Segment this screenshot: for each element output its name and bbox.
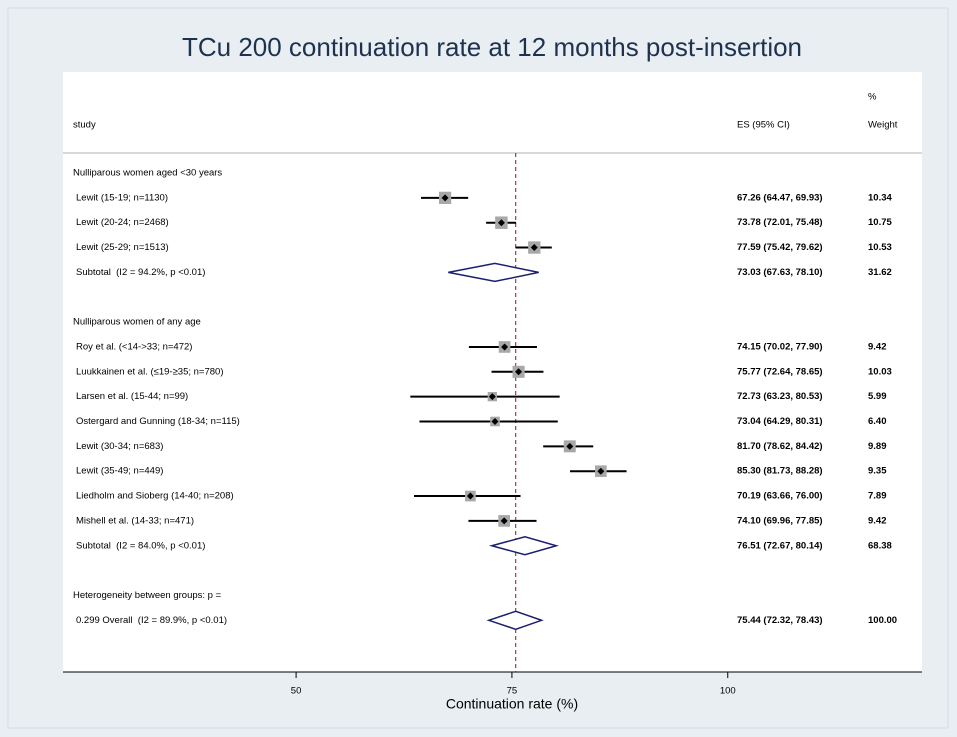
point-estimate — [597, 467, 605, 475]
chart-title: TCu 200 continuation rate at 12 months p… — [182, 32, 802, 62]
study-label: Roy et al. (<14->33; n=472) — [76, 341, 192, 352]
study-label: Lewit (25-29; n=1513) — [76, 242, 169, 253]
subtotal-diamond — [488, 535, 560, 556]
point-estimate — [501, 343, 509, 351]
es-label: 67.26 (64.47, 69.93) — [737, 192, 823, 203]
subtotal-label: Subtotal (I2 = 84.0%, p <0.01) — [76, 540, 205, 551]
study-header: study — [73, 120, 96, 131]
es-label: 70.19 (63.66, 76.00) — [737, 491, 823, 502]
weight-label: 10.75 — [868, 217, 892, 228]
weight-label: 9.42 — [868, 341, 887, 352]
weight-label: 10.03 — [868, 366, 892, 377]
subtotal-diamond — [448, 262, 539, 283]
weight-label: 9.89 — [868, 441, 887, 452]
point-estimate — [441, 194, 449, 202]
point-estimate — [466, 492, 474, 500]
study-label: Lewit (20-24; n=2468) — [76, 217, 169, 228]
x-tick-label: 100 — [720, 686, 736, 697]
study-label: Ostergard and Gunning (18-34; n=115) — [76, 416, 240, 427]
weight-label: 10.34 — [868, 192, 892, 203]
study-label: Liedholm and Sioberg (14-40; n=208) — [76, 491, 234, 502]
es-label: 77.59 (75.42, 79.62) — [737, 242, 823, 253]
es-label: 76.51 (72.67, 80.14) — [737, 540, 823, 551]
x-tick-label: 75 — [507, 686, 518, 697]
group-header: Nulliparous women of any age — [73, 317, 201, 328]
weight-label: 31.62 — [868, 267, 892, 278]
point-estimate — [497, 219, 505, 227]
point-estimate — [530, 244, 538, 252]
es-label: 73.78 (72.01, 75.48) — [737, 217, 823, 228]
study-label: Lewit (30-34; n=683) — [76, 441, 163, 452]
weight-label: 9.35 — [868, 466, 887, 477]
point-estimate — [515, 368, 523, 376]
es-label: 73.03 (67.63, 78.10) — [737, 267, 823, 278]
es-header: ES (95% CI) — [737, 120, 790, 131]
study-label: Larsen et al. (15-44; n=99) — [76, 391, 188, 402]
es-label: 72.73 (63.23, 80.53) — [737, 391, 823, 402]
weight-label: 5.99 — [868, 391, 887, 402]
group-header: Nulliparous women aged <30 years — [73, 168, 222, 179]
es-label: 75.44 (72.32, 78.43) — [737, 615, 823, 626]
overall-label: 0.299 Overall (I2 = 89.9%, p <0.01) — [76, 615, 227, 626]
point-estimate — [566, 442, 574, 450]
es-label: 85.30 (81.73, 88.28) — [737, 466, 823, 477]
weight-label: 6.40 — [868, 416, 887, 427]
point-estimate — [491, 418, 499, 425]
es-label: 81.70 (78.62, 84.42) — [737, 441, 823, 452]
weight-label: 9.42 — [868, 515, 887, 526]
es-label: 74.15 (70.02, 77.90) — [737, 341, 823, 352]
weight-label: 10.53 — [868, 242, 892, 253]
weight-header: Weight — [868, 120, 898, 131]
es-label: 73.04 (64.29, 80.31) — [737, 416, 823, 427]
weight-label: 100.00 — [868, 615, 897, 626]
point-estimate — [488, 393, 496, 401]
weight-label: 7.89 — [868, 491, 887, 502]
study-label: Luukkainen et al. (≤19-≥35; n=780) — [76, 366, 223, 377]
weight-header-top: % — [868, 92, 877, 103]
weight-label: 68.38 — [868, 540, 892, 551]
es-label: 75.77 (72.64, 78.65) — [737, 366, 823, 377]
overall-diamond — [486, 610, 544, 631]
subtotal-label: Subtotal (I2 = 94.2%, p <0.01) — [76, 267, 205, 278]
study-label: Mishell et al. (14-33; n=471) — [76, 515, 194, 526]
x-tick-label: 50 — [291, 686, 302, 697]
x-axis-label: Continuation rate (%) — [446, 696, 578, 712]
study-label: Lewit (35-49; n=449) — [76, 466, 163, 477]
es-label: 74.10 (69.96, 77.85) — [737, 515, 823, 526]
point-estimate — [500, 517, 508, 525]
heterogeneity-label: Heterogeneity between groups: p = — [73, 590, 222, 601]
study-label: Lewit (15-19; n=1130) — [76, 192, 168, 203]
